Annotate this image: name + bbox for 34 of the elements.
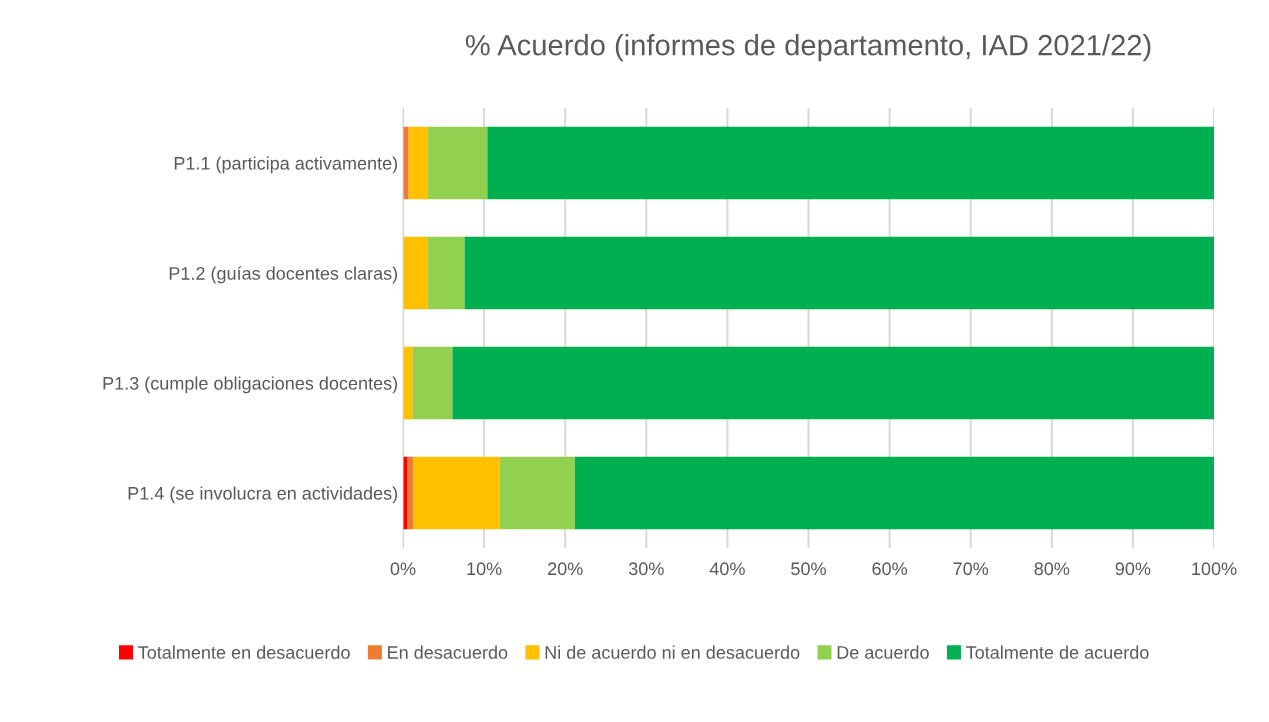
legend-label: Totalmente en desacuerdo — [138, 645, 350, 659]
y-tick-label: P1.2 (guías docentes claras) — [169, 266, 398, 284]
x-tick-label: 90% — [1115, 562, 1151, 576]
x-tick-label: 60% — [872, 562, 908, 576]
bar — [487, 126, 1214, 200]
y-tick-label: P1.3 (cumple obligaciones docentes) — [103, 376, 398, 394]
bar — [403, 346, 413, 420]
x-tick-label: 0% — [390, 562, 416, 576]
x-tick-label: 70% — [953, 562, 989, 576]
bar — [452, 346, 1214, 420]
x-tick-label: 100% — [1192, 562, 1237, 576]
bar — [499, 456, 575, 530]
x-tick-label: 10% — [467, 562, 502, 576]
bar — [412, 346, 453, 420]
x-tick-label: 20% — [548, 562, 583, 576]
bar — [407, 456, 414, 530]
x-tick-label: 30% — [628, 562, 664, 576]
x-tick-label: 50% — [791, 562, 826, 576]
bar — [464, 236, 1214, 310]
bar — [427, 236, 465, 310]
bar — [413, 456, 500, 530]
x-tick-label: 40% — [709, 562, 745, 576]
legend-label: En desacuerdo — [388, 645, 508, 659]
legend-label: Totalmente de acuerdo — [966, 645, 1149, 659]
legend-label: Ni de acuerdo ni en desacuerdo — [545, 645, 800, 659]
x-tick-label: 80% — [1034, 562, 1070, 576]
y-tick-label: P1.4 (se involucra en actividades) — [128, 486, 398, 504]
bar — [403, 236, 428, 310]
legend-label: De acuerdo — [837, 645, 929, 659]
bar — [408, 126, 428, 200]
y-tick-label: P1.1 (participa activamente) — [174, 156, 398, 174]
bar — [427, 126, 488, 200]
chart-title: % Acuerdo (informes de departamento, IAD 2021/22) — [465, 34, 1151, 62]
bar — [574, 456, 1214, 530]
